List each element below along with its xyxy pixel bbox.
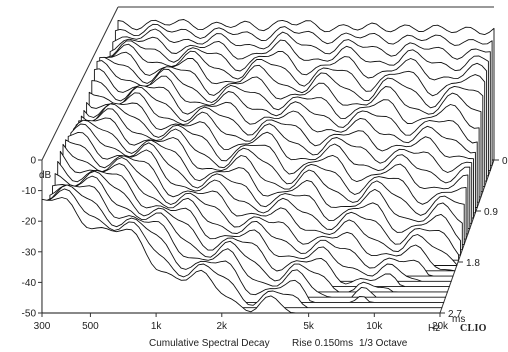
y-tick-label: -10 [22, 186, 37, 197]
x-tick-label: 2k [217, 321, 229, 332]
x-tick-label: 300 [34, 321, 51, 332]
y-tick-label: -40 [22, 278, 37, 289]
y-axis-label: dB [39, 170, 52, 181]
z-axis-unit: ms [452, 314, 465, 325]
z-tick-label: 0. [502, 156, 508, 167]
z-tick-label: 1.8 [466, 258, 480, 269]
z-tick-label: 2.7 [448, 309, 462, 320]
chart-smoothing: 1/3 Octave [359, 338, 408, 349]
x-ticks: 300 500 1k 2k 5k 10k 20k [34, 313, 449, 332]
chart-title: Cumulative Spectral Decay [149, 338, 270, 349]
decay-slices [41, 19, 495, 314]
x-tick-label: 5k [303, 321, 315, 332]
y-tick-label: -50 [22, 309, 37, 320]
x-tick-label: 20k [432, 321, 449, 332]
chart-subtitle: Rise 0.150ms [292, 338, 353, 349]
x-tick-label: 500 [82, 321, 99, 332]
depth-edge-top [41, 6, 119, 161]
x-axis-unit: Hz [428, 323, 440, 334]
clio-logo: CLIO [460, 323, 487, 334]
z-ticks: 0. 0.9 1.8 2.7 [440, 156, 508, 320]
decay-slice [41, 197, 441, 314]
y-tick-label: -30 [22, 247, 37, 258]
x-tick-label: 1k [151, 321, 163, 332]
y-ticks: 0 -10 -20 -30 -40 -50 [22, 156, 42, 320]
y-tick-label: -20 [22, 217, 37, 228]
x-tick-label: 10k [366, 321, 383, 332]
z-tick-label: 0.9 [484, 207, 498, 218]
y-tick-label: 0 [30, 156, 36, 167]
